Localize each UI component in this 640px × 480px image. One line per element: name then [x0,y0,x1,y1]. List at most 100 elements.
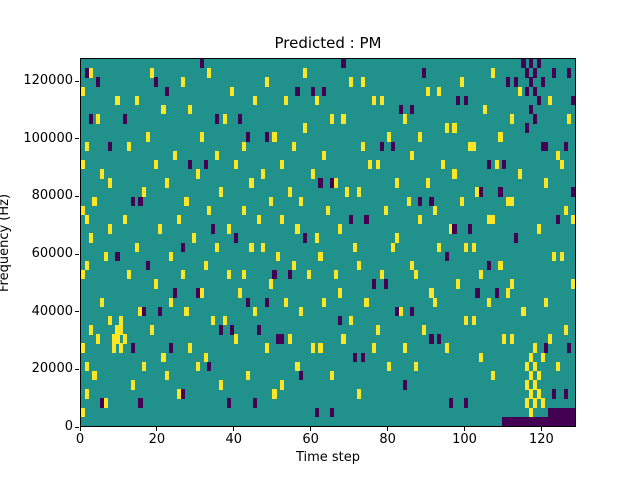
heatmap-cell [509,196,515,207]
heatmap-cell [96,114,101,124]
heatmap-cell [230,86,235,96]
heatmap-cell [81,159,86,170]
heatmap-cell [433,205,438,216]
heatmap-cell [142,306,147,317]
heatmap-cell [536,389,541,399]
heatmap-cell [322,150,327,161]
heatmap-cell [395,233,400,243]
heatmap-cell [532,86,537,96]
x-tick-label: 60 [302,432,319,447]
heatmap-cell [494,159,499,170]
heatmap-cell [337,224,342,234]
heatmap-cell [153,77,158,87]
heatmap-cell [318,178,323,188]
heatmap-cell [272,389,277,399]
heatmap-cell [490,370,495,381]
heatmap-cell [421,68,426,78]
heatmap-cell [222,315,227,326]
heatmap-cell [360,77,365,87]
heatmap-cell [329,407,335,418]
heatmap-cell [81,343,86,353]
heatmap-cell [414,361,419,372]
heatmap-cell [264,343,269,353]
heatmap-cell [188,343,193,353]
heatmap-cell [238,114,243,124]
heatmap-cell [283,95,289,106]
heatmap-cell [387,132,392,142]
heatmap-cell [349,77,354,87]
heatmap-cell [295,86,300,96]
heatmap-cell [536,224,541,234]
heatmap-cell [172,288,178,298]
heatmap-cell [398,104,403,115]
heatmap-cell [544,141,549,152]
heatmap-cell [509,114,515,124]
heatmap-cell [218,380,223,390]
heatmap-cell [306,270,312,280]
heatmap-cell [226,398,231,408]
heatmap-cell [314,233,319,243]
heatmap-cell [410,306,415,317]
heatmap-cell [138,196,143,207]
heatmap-cell [517,169,522,179]
heatmap-cell [333,270,338,280]
heatmap-cell [463,95,469,106]
heatmap-cell [383,205,388,216]
chart-title: Predicted : PM [274,34,382,52]
heatmap-cell [552,251,557,262]
heatmap-cell [287,187,292,197]
heatmap-cell [111,343,116,353]
heatmap-cell [352,242,358,252]
heatmap-cell [563,141,568,152]
heatmap-cell [130,343,135,353]
heatmap-cell [379,141,384,152]
heatmap-cell [463,242,469,252]
heatmap-cell [540,77,545,87]
heatmap-cell [509,334,515,344]
y-tick-mark [75,311,79,313]
heatmap-cell [529,352,534,363]
plot-area [81,59,575,426]
heatmap-cell [498,260,503,271]
heatmap-cell [532,380,537,390]
heatmap-cell [509,279,515,289]
x-tick-mark [156,427,158,431]
heatmap-cell [295,224,300,234]
heatmap-cell [521,59,526,69]
heatmap-cell [456,95,461,106]
heatmap-cell [130,380,135,390]
heatmap-cell [498,132,503,142]
heatmap-cell [245,370,250,381]
heatmap-cell [333,178,338,188]
heatmap-cell [253,95,258,106]
heatmap-cell [567,68,572,78]
heatmap-cell [502,416,575,426]
heatmap-cell [180,270,185,280]
heatmap-cell [149,325,155,335]
heatmap-cell [486,260,492,271]
heatmap-cell [452,169,457,179]
heatmap-cell [245,297,250,308]
heatmap-cell [471,315,476,326]
heatmap-cell [483,104,488,115]
heatmap-cell [153,279,158,289]
heatmap-cell [532,68,537,78]
heatmap-cell [107,224,112,234]
heatmap-cell [571,95,575,106]
heatmap-cell [146,260,151,271]
heatmap-cell [326,205,331,216]
heatmap-cell [429,334,434,344]
heatmap-cell [107,141,112,152]
heatmap-cell [291,141,296,152]
heatmap-cell [161,352,166,363]
x-tick-mark [79,427,81,431]
heatmap-cell [157,306,162,317]
heatmap-cell [165,370,170,381]
heatmap-cell [540,141,545,152]
heatmap-cell [544,178,549,188]
heatmap-cell [525,380,530,390]
heatmap-cell [115,325,120,335]
heatmap-cell [215,242,220,252]
heatmap-cell [88,114,93,124]
heatmap-cell [559,159,564,170]
